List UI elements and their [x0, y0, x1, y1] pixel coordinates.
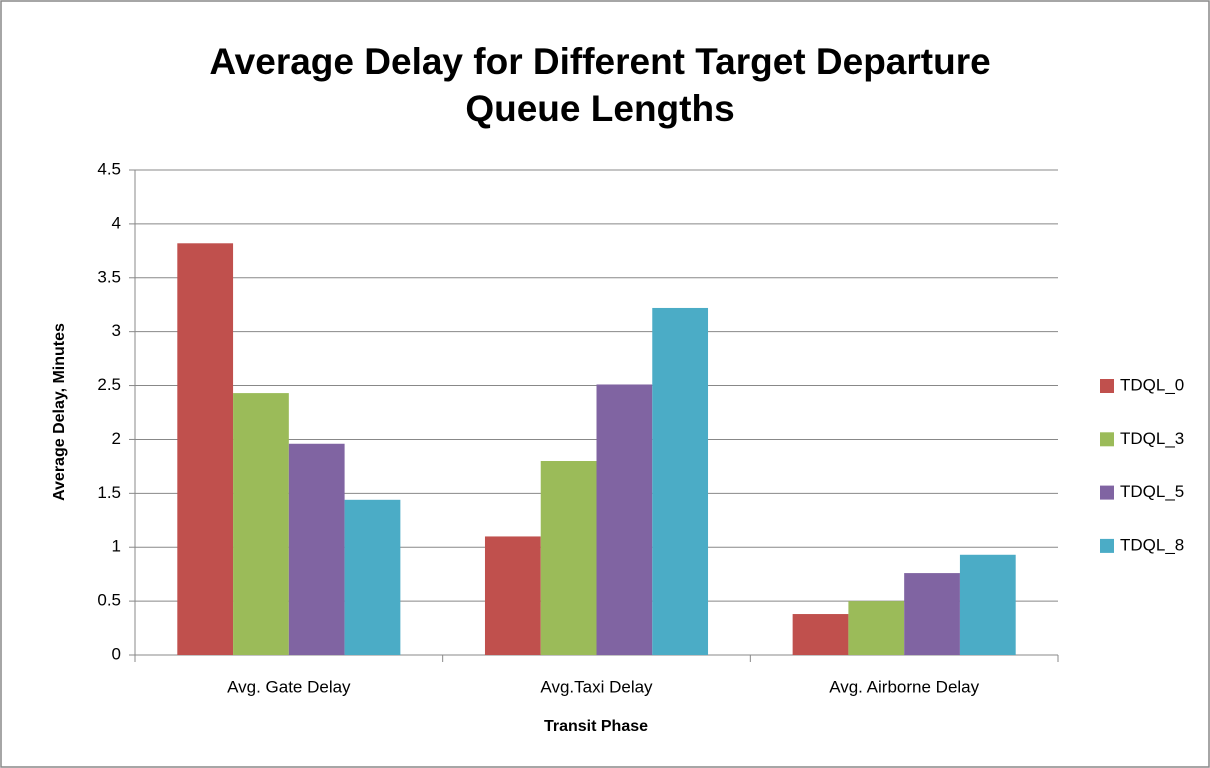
x-tick-label: Avg. Airborne Delay: [829, 677, 979, 696]
bar: [596, 384, 653, 655]
bar: [904, 573, 960, 655]
bar: [792, 614, 849, 655]
y-tick-label: 2.5: [97, 375, 121, 394]
x-tick-label: Avg.Taxi Delay: [540, 677, 653, 696]
bar: [652, 307, 709, 655]
x-tick-label: Avg. Gate Delay: [227, 677, 351, 696]
legend-swatch: [1100, 379, 1114, 393]
y-tick-label: 3: [112, 321, 121, 340]
bar: [959, 554, 1016, 655]
legend-label: TDQL_5: [1120, 482, 1184, 501]
bar: [484, 536, 541, 655]
legend-swatch: [1100, 432, 1114, 447]
y-axis-label: Average Delay, Minutes: [51, 323, 68, 501]
y-tick-label: 1.5: [97, 483, 121, 502]
legend-swatch: [1100, 538, 1114, 553]
bar: [848, 601, 905, 655]
bar: [288, 443, 345, 655]
legend-label: TDQL_8: [1120, 535, 1184, 554]
y-tick-label: 2: [112, 429, 121, 448]
legend-label: TDQL_0: [1120, 375, 1184, 394]
bar: [540, 461, 597, 655]
y-tick-label: 4: [112, 213, 121, 232]
bar: [177, 243, 234, 656]
bar: [344, 499, 401, 655]
y-tick-label: 3.5: [97, 267, 121, 286]
y-tick-label: 0: [112, 644, 121, 663]
legend-swatch: [1100, 485, 1114, 500]
x-axis-label: Transit Phase: [544, 718, 648, 735]
legend-label: TDQL_3: [1120, 429, 1184, 448]
y-tick-label: 1: [112, 537, 121, 556]
y-tick-label: 0.5: [97, 591, 121, 610]
chart-title: Average Delay for Different Target Depar…: [209, 41, 991, 129]
y-tick-label: 4.5: [97, 159, 121, 178]
bar: [233, 393, 289, 655]
